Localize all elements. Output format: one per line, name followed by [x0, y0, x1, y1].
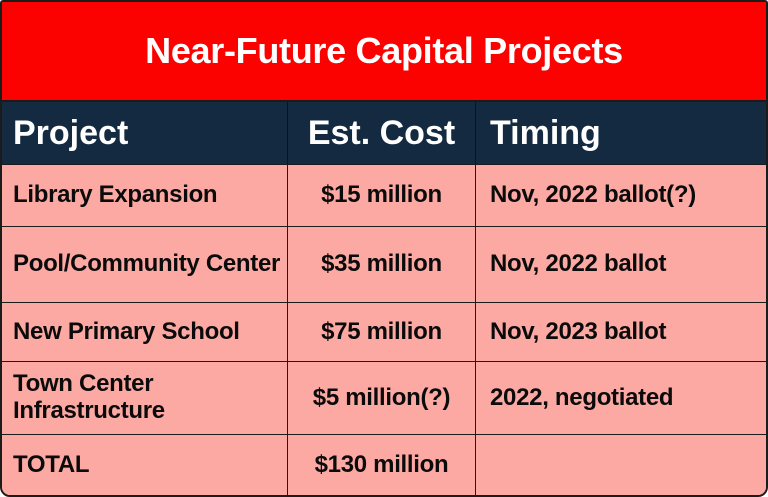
cell-timing-town-center-infrastructure: 2022, negotiated: [475, 361, 766, 434]
title-banner: Near-Future Capital Projects: [2, 2, 766, 102]
cell-project-library-expansion: Library Expansion: [2, 164, 287, 226]
cell-project-pool-community-center: Pool/Community Center: [2, 226, 287, 302]
cell-project-new-primary-school: New Primary School: [2, 302, 287, 361]
cell-total-timing-empty: [475, 434, 766, 495]
cell-timing-library-expansion: Nov, 2022 ballot(?): [475, 164, 766, 226]
column-header-project: Project: [2, 102, 287, 164]
cell-timing-pool-community-center: Nov, 2022 ballot: [475, 226, 766, 302]
cell-total-cost: $130 million: [287, 434, 475, 495]
cell-timing-new-primary-school: Nov, 2023 ballot: [475, 302, 766, 361]
cell-project-town-center-infrastructure: Town Center Infrastructure: [2, 361, 287, 434]
cell-cost-library-expansion: $15 million: [287, 164, 475, 226]
column-header-est-cost: Est. Cost: [287, 102, 475, 164]
column-header-timing: Timing: [475, 102, 766, 164]
cell-cost-pool-community-center: $35 million: [287, 226, 475, 302]
cell-cost-town-center-infrastructure: $5 million(?): [287, 361, 475, 434]
projects-table: Project Est. Cost Timing Library Expansi…: [2, 102, 766, 495]
cell-total-label: TOTAL: [2, 434, 287, 495]
cell-cost-new-primary-school: $75 million: [287, 302, 475, 361]
page-title: Near-Future Capital Projects: [145, 30, 623, 71]
